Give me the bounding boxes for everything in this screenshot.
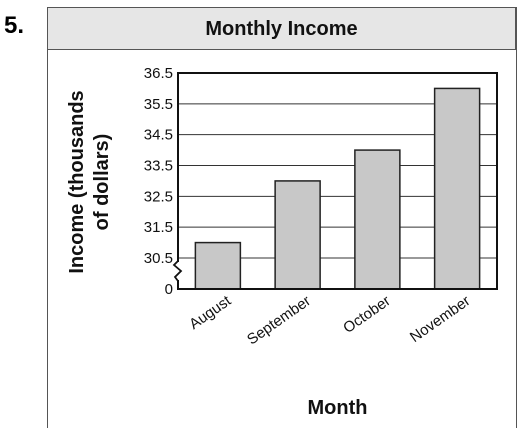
chart-header: Monthly Income — [47, 7, 516, 50]
bar — [433, 87, 481, 290]
y-axis-title-line: Income (thousands — [66, 90, 88, 273]
x-tick-label: September — [244, 292, 314, 348]
y-tick-label: 32.5 — [144, 188, 173, 205]
y-tick-label: 30.5 — [144, 250, 173, 267]
axis-break-gap — [174, 262, 182, 280]
problem-number: 5. — [4, 12, 25, 39]
y-tick-label: 31.5 — [144, 219, 173, 236]
y-tick-label: 35.5 — [144, 96, 173, 113]
y-axis-title-line: of dollars) — [91, 134, 113, 231]
bar — [274, 180, 321, 290]
x-tick-label: August — [186, 292, 235, 333]
y-tick-label: 34.5 — [144, 127, 173, 144]
y-tick-label: 33.5 — [144, 158, 173, 175]
x-tick-label: October — [340, 292, 393, 337]
y-tick-label-zero: 0 — [165, 281, 173, 298]
chart-title: Monthly Income — [205, 18, 358, 40]
axis-break-icon — [172, 260, 183, 282]
bar — [194, 241, 242, 290]
bar — [354, 149, 401, 290]
x-axis-title: Month — [308, 397, 368, 419]
x-tick-label: November — [407, 292, 473, 346]
y-tick-label: 36.5 — [144, 65, 173, 82]
plot-border — [177, 72, 498, 290]
